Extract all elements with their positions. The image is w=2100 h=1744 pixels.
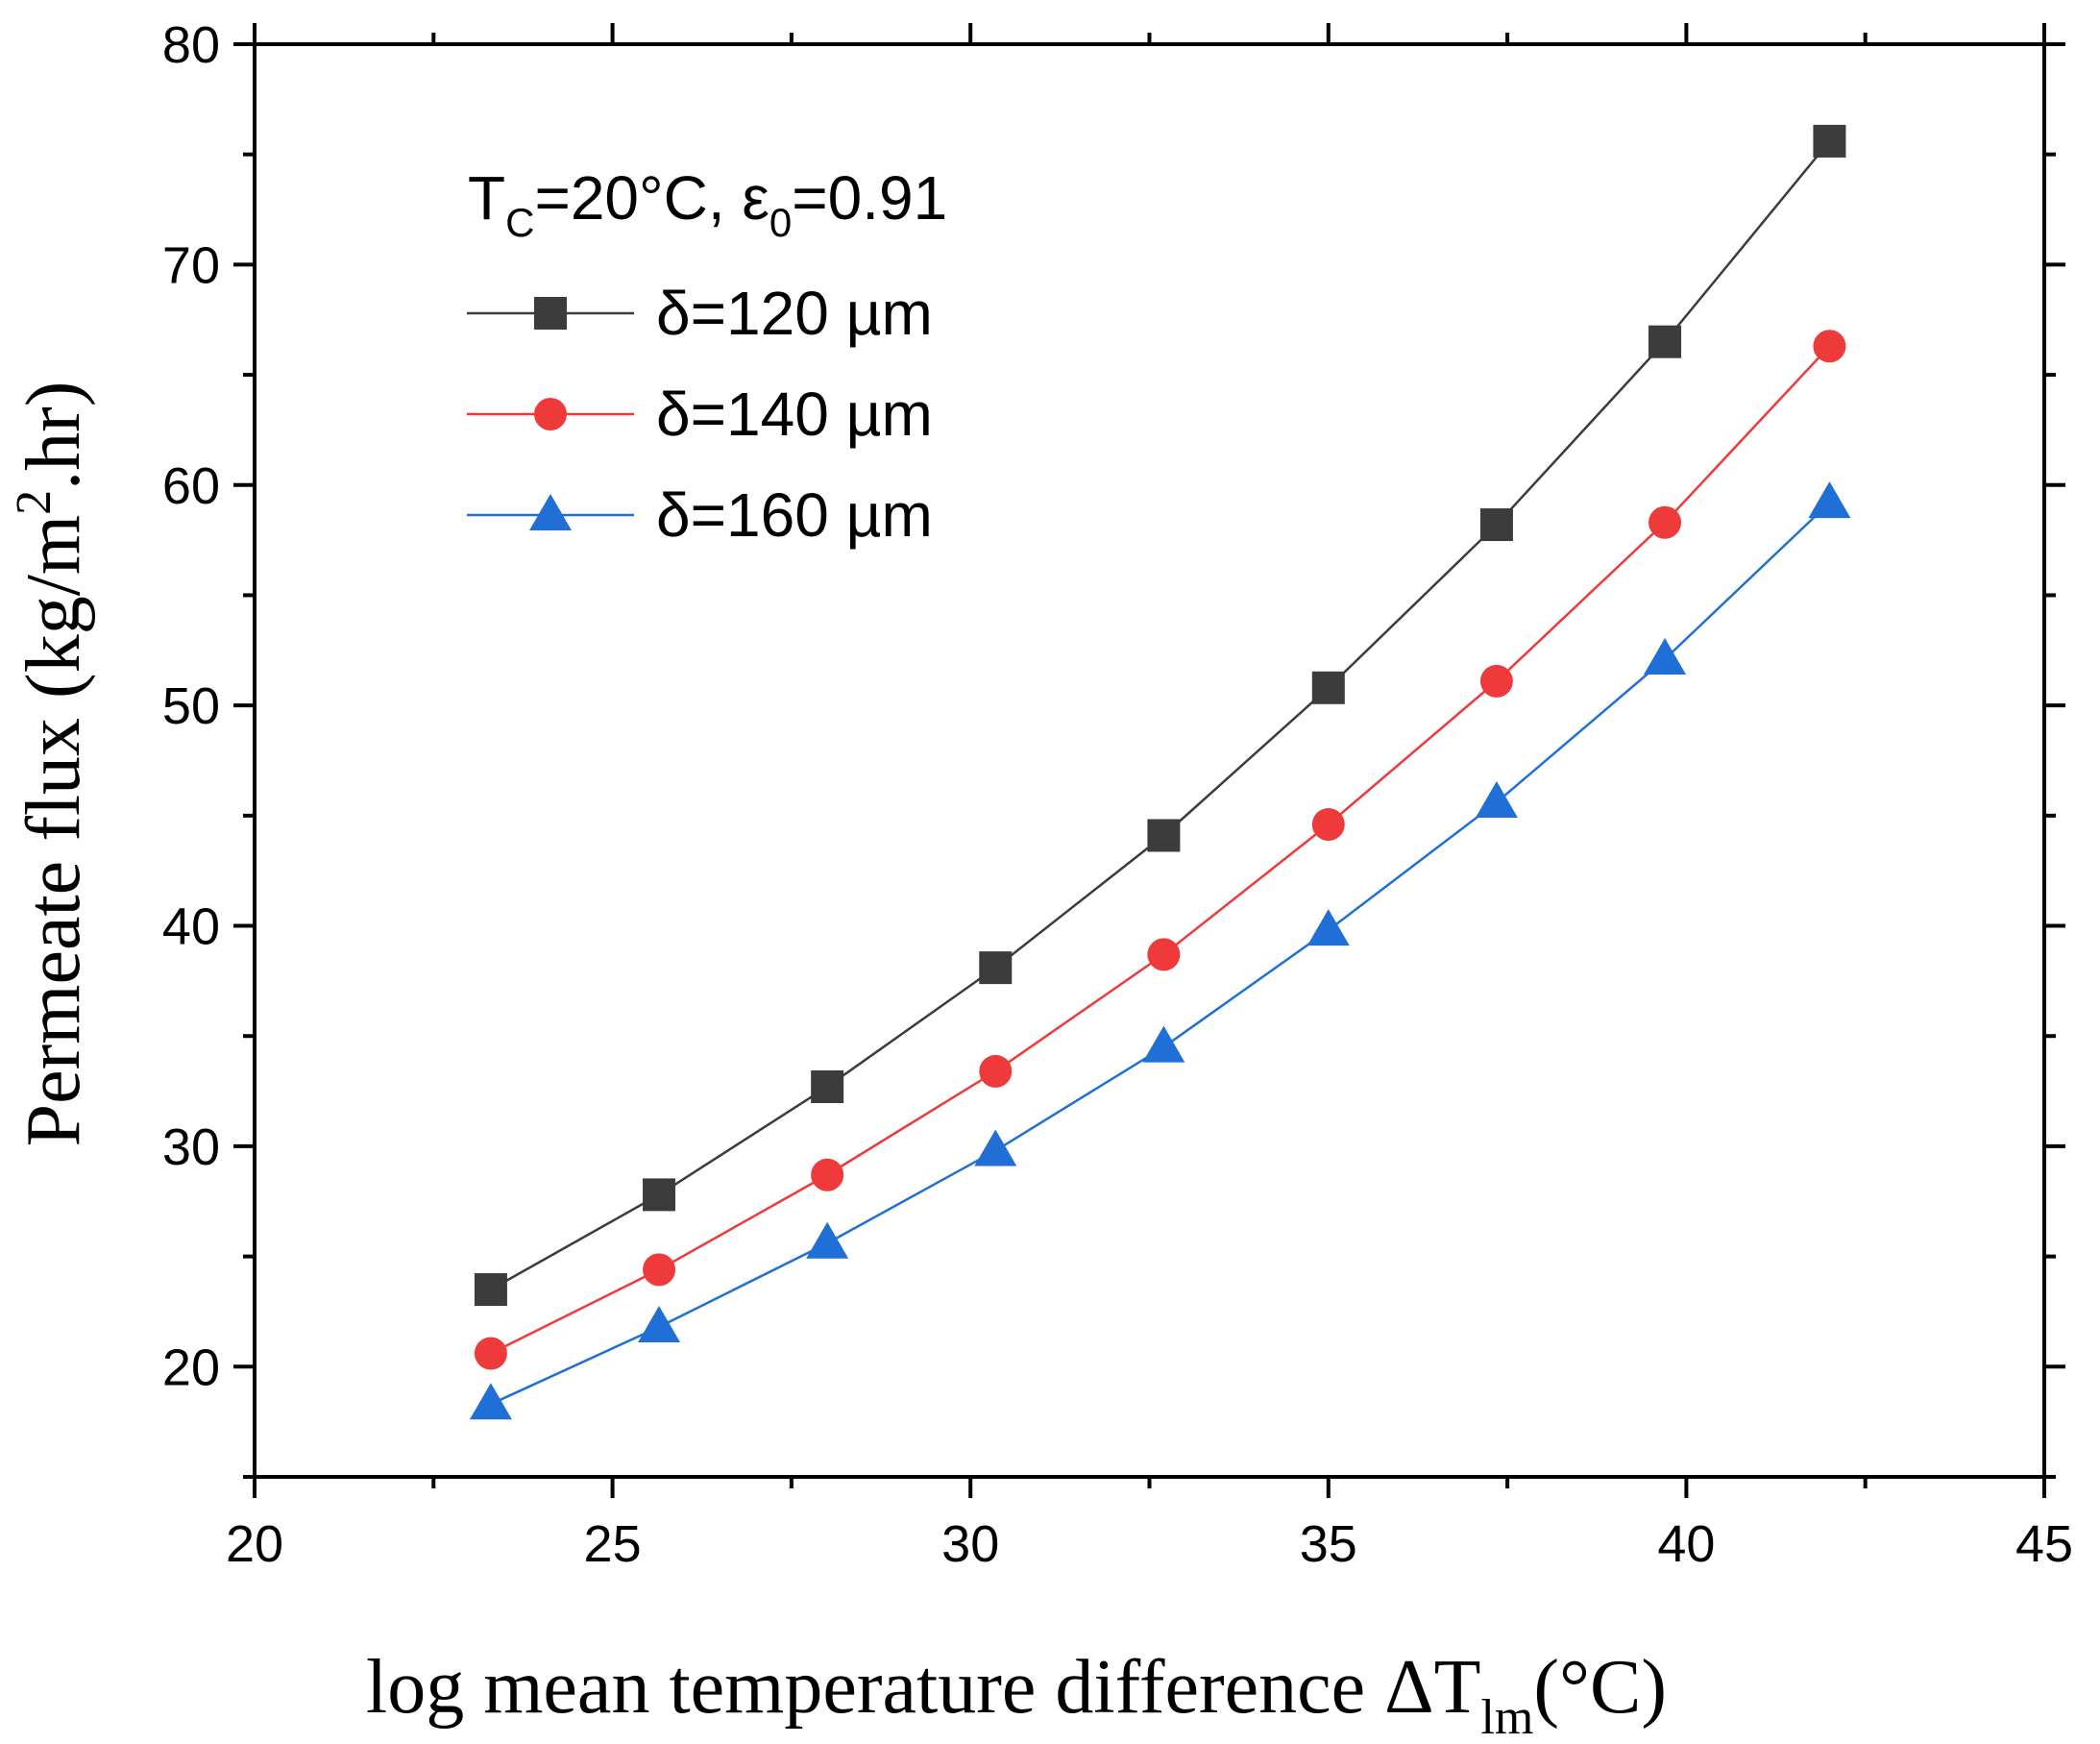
data-point-circle bbox=[1311, 808, 1345, 842]
data-point-triangle bbox=[469, 1383, 512, 1420]
y-tick-label: 30 bbox=[162, 1118, 220, 1176]
x-tick-label: 35 bbox=[1300, 1515, 1357, 1573]
data-point-circle bbox=[1813, 330, 1846, 363]
x-tick-label: 30 bbox=[941, 1515, 999, 1573]
legend-marker-circle bbox=[534, 398, 567, 430]
data-point-triangle bbox=[974, 1129, 1017, 1167]
legend-item: δ=160 µm bbox=[467, 480, 933, 550]
legend-label: δ=140 µm bbox=[656, 380, 933, 449]
x-tick-label: 20 bbox=[226, 1515, 283, 1573]
data-point-square bbox=[643, 1178, 676, 1212]
series-2 bbox=[474, 330, 1846, 1370]
data-point-circle bbox=[474, 1337, 507, 1370]
data-point-square bbox=[1311, 671, 1345, 704]
series-3 bbox=[469, 481, 1851, 1420]
data-point-triangle bbox=[1142, 1025, 1185, 1063]
legend-header: TC=20°C, ε0=0.91 bbox=[468, 163, 947, 245]
data-point-square bbox=[1479, 508, 1513, 542]
axes: 20 25 30 35 40 45 20 30 40 50 60 70 80 bbox=[162, 16, 2073, 1573]
data-point-triangle bbox=[1644, 637, 1687, 675]
y-axis-title: Permeate flux (kg/m2.hr) bbox=[7, 381, 96, 1147]
y-tick-label: 50 bbox=[162, 677, 220, 735]
y-tick-label: 60 bbox=[162, 457, 220, 515]
series-layer bbox=[469, 124, 1851, 1420]
y-tick-label: 70 bbox=[162, 236, 220, 294]
legend-label: δ=160 µm bbox=[656, 480, 933, 550]
legend-items: δ=120 µm δ=140 µm δ=160 µm bbox=[467, 279, 933, 550]
data-point-square bbox=[474, 1273, 507, 1307]
legend-item: δ=120 µm bbox=[467, 279, 933, 348]
data-point-square bbox=[811, 1069, 844, 1103]
data-point-triangle bbox=[1306, 909, 1350, 946]
data-point-circle bbox=[1648, 505, 1682, 539]
data-point-square bbox=[1147, 819, 1181, 852]
data-point-triangle bbox=[1808, 481, 1851, 519]
legend: TC=20°C, ε0=0.91 δ=120 µm δ=140 µm δ=160 µ… bbox=[467, 163, 947, 550]
data-point-circle bbox=[811, 1158, 844, 1191]
data-point-triangle bbox=[806, 1221, 849, 1259]
legend-marker-triangle bbox=[529, 493, 572, 530]
data-point-circle bbox=[1479, 664, 1513, 698]
y-tick-label: 20 bbox=[162, 1339, 220, 1396]
x-axis-title: log mean temperature difference ΔTlm(°C) bbox=[366, 1645, 1667, 1744]
legend-label: δ=120 µm bbox=[656, 279, 933, 348]
x-tick-label: 25 bbox=[584, 1515, 642, 1573]
plot-frame bbox=[253, 42, 2046, 1479]
data-point-square bbox=[1648, 325, 1682, 358]
data-point-circle bbox=[1147, 938, 1181, 971]
data-point-circle bbox=[643, 1253, 676, 1287]
series-1 bbox=[474, 124, 1846, 1307]
data-point-triangle bbox=[1475, 781, 1518, 819]
x-tick-label: 45 bbox=[2015, 1515, 2073, 1573]
data-point-circle bbox=[979, 1054, 1013, 1088]
data-point-square bbox=[1813, 124, 1846, 158]
data-point-triangle bbox=[638, 1305, 681, 1342]
data-point-square bbox=[979, 951, 1013, 985]
y-tick-label: 80 bbox=[162, 16, 220, 74]
legend-marker-square bbox=[534, 297, 567, 330]
legend-item: δ=140 µm bbox=[467, 380, 933, 449]
x-tick-label: 40 bbox=[1657, 1515, 1715, 1573]
y-tick-label: 40 bbox=[162, 898, 220, 956]
